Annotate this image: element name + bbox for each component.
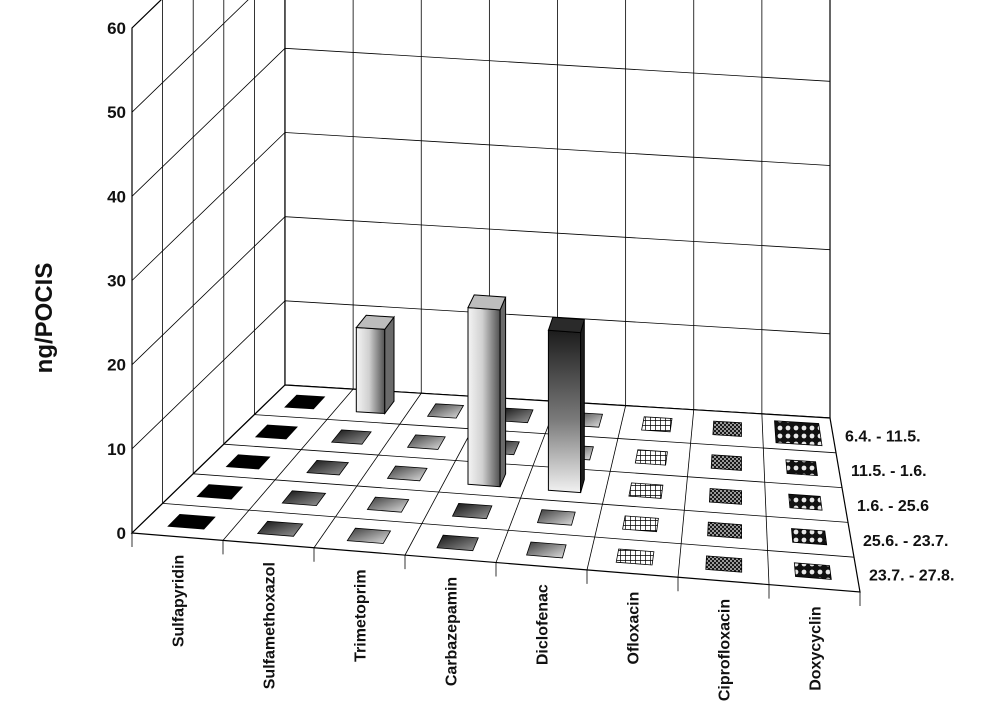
floor-grid bbox=[223, 443, 843, 488]
zero-tile bbox=[705, 555, 743, 573]
gridline-y bbox=[131, 132, 831, 281]
zero-tile bbox=[281, 490, 327, 507]
zero-tile bbox=[526, 541, 567, 559]
bar bbox=[547, 316, 585, 494]
y-tick-label: 0 bbox=[117, 524, 126, 543]
bar-side-face bbox=[384, 315, 395, 416]
bar-side-face bbox=[499, 296, 507, 487]
series-label: 23.7. - 27.8. bbox=[869, 568, 954, 585]
gridline-y bbox=[131, 216, 831, 365]
y-tick-label: 10 bbox=[107, 440, 126, 459]
category-label: Doxycyclin bbox=[808, 606, 825, 690]
category-label: Diclofenac bbox=[534, 584, 551, 665]
chart-bars bbox=[355, 294, 585, 494]
zero-tile bbox=[406, 434, 446, 450]
series-label: 25.6. - 23.7. bbox=[863, 533, 948, 550]
zero-tile bbox=[785, 459, 818, 477]
bar-front-face bbox=[547, 329, 582, 494]
y-tick-label: 20 bbox=[107, 356, 126, 375]
gridline-y bbox=[131, 0, 249, 113]
zero-tile bbox=[710, 454, 742, 471]
zero-tile bbox=[628, 482, 664, 499]
zero-tile bbox=[284, 394, 326, 410]
zero-tile bbox=[330, 429, 372, 445]
category-label: Ofloxacin bbox=[625, 592, 642, 665]
zero-tile bbox=[788, 493, 823, 511]
zero-tile bbox=[196, 484, 244, 500]
zero-tile bbox=[167, 513, 216, 530]
category-label: Ciprofloxacin bbox=[717, 599, 734, 701]
zero-tile bbox=[386, 465, 428, 482]
zero-tile bbox=[436, 534, 479, 552]
chart-floor bbox=[130, 384, 861, 606]
floor-grid bbox=[193, 473, 849, 523]
floor-grid bbox=[162, 503, 855, 558]
bar-top-face bbox=[547, 316, 585, 334]
zero-tile bbox=[306, 459, 350, 476]
zero-tile bbox=[622, 515, 659, 533]
series-label: 1.6. - 25.6 bbox=[857, 498, 929, 515]
bar-top-face bbox=[467, 294, 507, 311]
y-tick-label: 60 bbox=[107, 19, 126, 38]
bar bbox=[467, 294, 507, 488]
category-label: Trimetoprim bbox=[353, 569, 370, 661]
zero-tile bbox=[793, 562, 832, 580]
zero-tile bbox=[707, 521, 742, 539]
floor-grid bbox=[586, 405, 627, 570]
zero-tile bbox=[641, 416, 673, 433]
chart-zero-tiles bbox=[167, 394, 832, 580]
gridline-y bbox=[131, 300, 831, 450]
zero-tile bbox=[536, 509, 576, 526]
zero-tile bbox=[346, 527, 392, 544]
zero-tile bbox=[615, 548, 655, 566]
floor-grid bbox=[254, 414, 837, 454]
y-tick-label: 50 bbox=[107, 103, 126, 122]
y-tick-label: 40 bbox=[107, 187, 126, 206]
category-label: Sulfapyridin bbox=[170, 555, 187, 647]
zero-tile bbox=[708, 488, 742, 505]
zero-tile bbox=[256, 520, 304, 537]
category-label: Sulfamethoxazol bbox=[261, 562, 278, 689]
zero-tile bbox=[791, 528, 828, 546]
bar-front-face bbox=[467, 307, 501, 488]
floor-grid bbox=[313, 393, 422, 548]
zero-tile bbox=[426, 403, 465, 419]
zero-tile bbox=[254, 424, 298, 440]
floor-grid bbox=[677, 409, 695, 578]
category-label: Carbazepamin bbox=[444, 577, 461, 686]
zero-tile bbox=[774, 420, 823, 447]
zero-tile bbox=[366, 496, 410, 513]
bar-top-face bbox=[355, 314, 395, 330]
bar-front-face bbox=[355, 326, 386, 415]
gridline-y bbox=[131, 47, 831, 197]
zero-tile bbox=[712, 420, 742, 437]
chart-labels: 0 10 20 30 40 50 60 Sulfapyridin Sulfamethoxazol… bbox=[107, 19, 954, 701]
series-label: 11.5. - 1.6. bbox=[851, 463, 927, 480]
bar-side-face bbox=[580, 319, 585, 493]
zero-tile bbox=[634, 449, 668, 466]
floor-grid bbox=[495, 401, 558, 563]
floor-grid bbox=[222, 388, 354, 541]
bar bbox=[355, 314, 395, 416]
floor-grid bbox=[761, 413, 770, 585]
zero-tile bbox=[451, 502, 493, 520]
y-axis-label: ng/POCIS bbox=[31, 263, 58, 374]
series-label: 6.4. - 11.5. bbox=[845, 428, 921, 445]
y-tick-label: 30 bbox=[107, 272, 126, 291]
zero-tile bbox=[225, 454, 271, 470]
